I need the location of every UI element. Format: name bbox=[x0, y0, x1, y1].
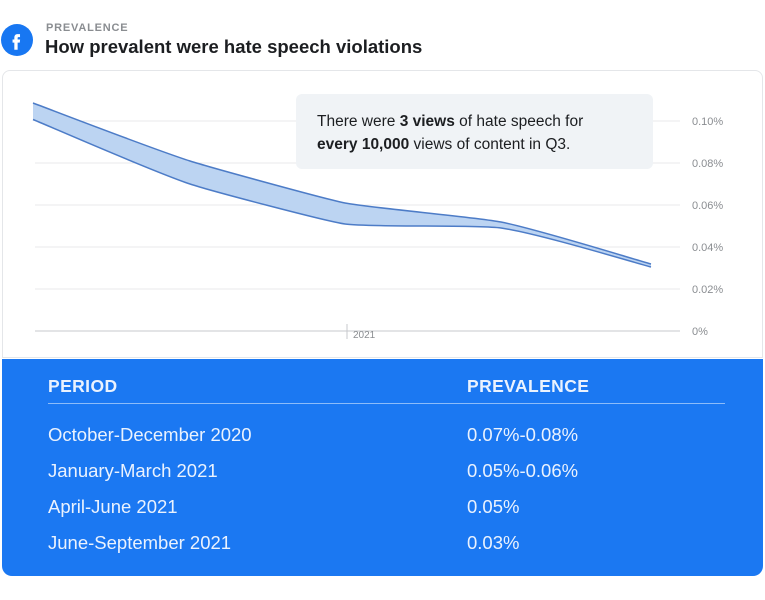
svg-text:0%: 0% bbox=[692, 326, 708, 338]
svg-text:0.10%: 0.10% bbox=[692, 116, 723, 128]
svg-text:0.08%: 0.08% bbox=[692, 158, 723, 170]
svg-text:0.06%: 0.06% bbox=[692, 200, 723, 212]
svg-text:0.02%: 0.02% bbox=[692, 284, 723, 296]
svg-text:0.04%: 0.04% bbox=[692, 242, 723, 254]
